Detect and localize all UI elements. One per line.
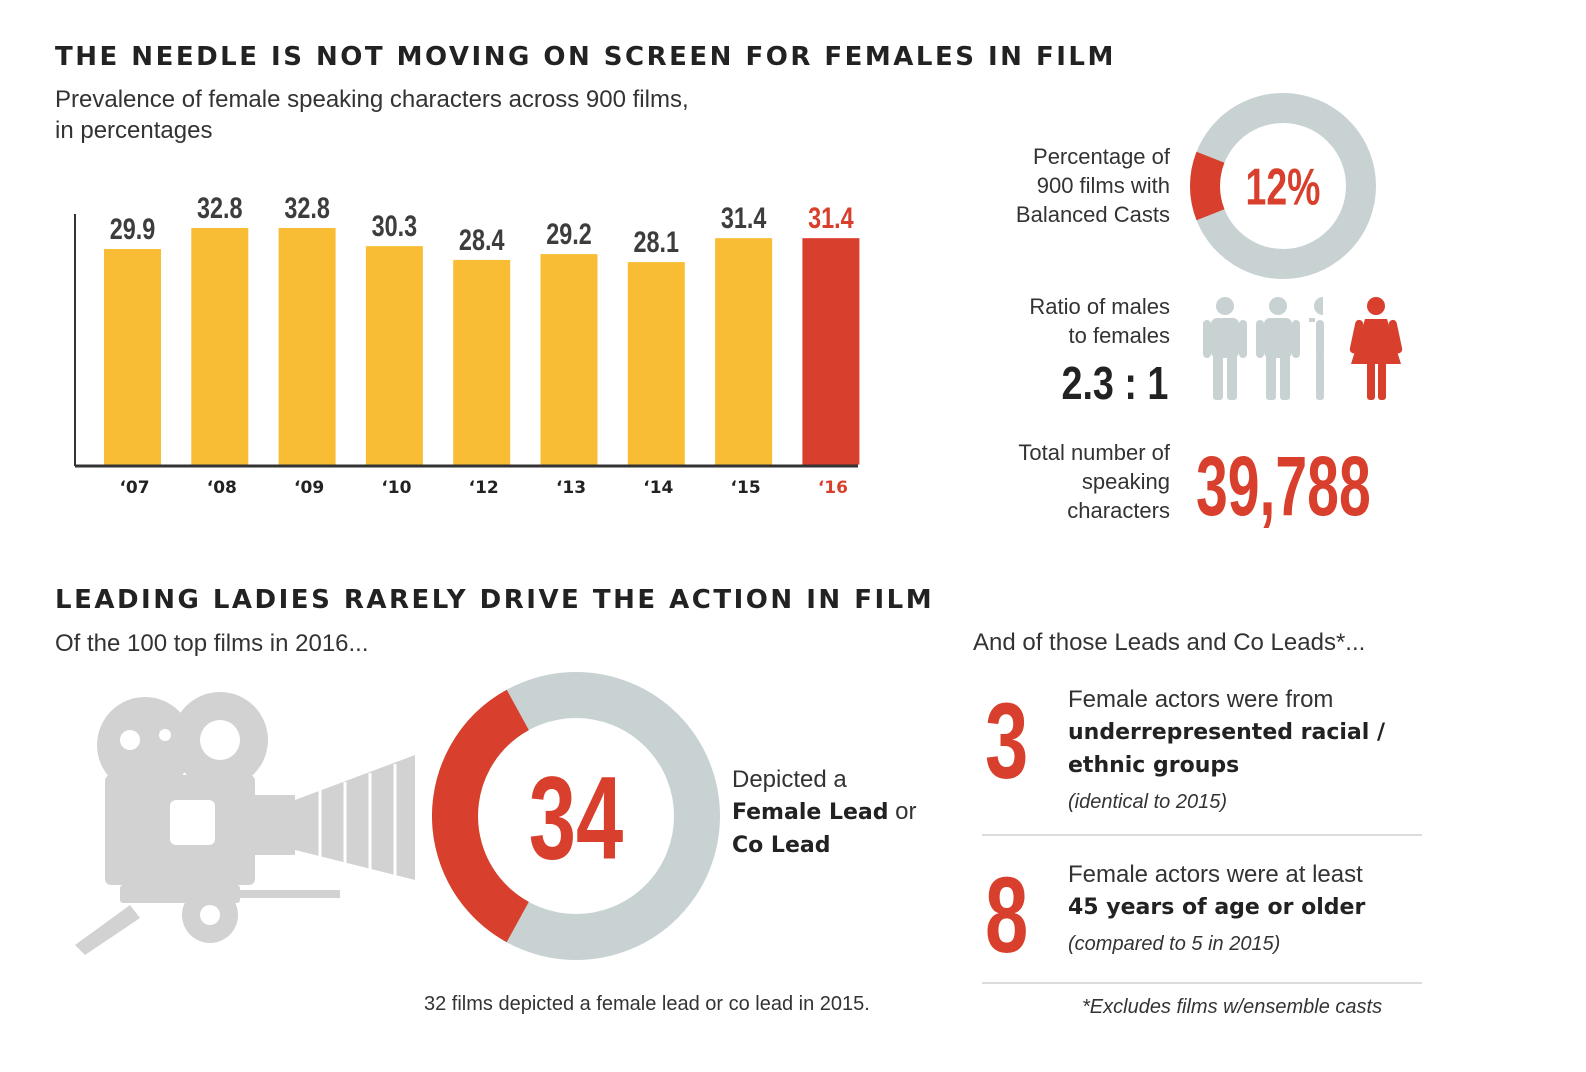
- ratio-label-line1: Ratio of males: [1029, 294, 1170, 319]
- people-icons: [1203, 297, 1403, 400]
- x-tick-label: ‘15: [731, 478, 761, 498]
- bar-value-label: 30.3: [372, 209, 418, 242]
- bar: [191, 228, 249, 465]
- lead-stat-1-note: (identical to 2015): [1068, 791, 1227, 813]
- lead-stat-text-2: Female actors were at least 45 years of …: [1068, 859, 1365, 960]
- female-lead-line2: Female Lead or: [732, 796, 917, 829]
- x-tick-label: ‘10: [381, 478, 411, 498]
- bar-value-label: 28.4: [459, 223, 505, 256]
- lead-stat-2-note: (compared to 5 in 2015): [1068, 933, 1281, 955]
- lead-separator-2: [982, 982, 1422, 984]
- co-lead-bold: Co Lead: [732, 833, 831, 858]
- lead-stat-number-2: 8: [985, 854, 1029, 975]
- bar: [104, 249, 161, 465]
- x-tick-label: ‘13: [556, 478, 586, 498]
- lead-separator-1: [982, 834, 1422, 836]
- bar: [453, 259, 511, 465]
- x-tick-label: ‘16: [818, 478, 848, 498]
- donut-value-label: 12%: [1246, 158, 1321, 217]
- bar-chart: 29.9 ‘07 32.8 ‘08 32.8 ‘09 30.3 ‘10 28.4 ‘12 29.2 ‘…: [74, 191, 860, 498]
- leads-heading: And of those Leads and Co Leads*...: [973, 629, 1366, 656]
- bar-value-label: 29.9: [110, 212, 156, 245]
- female-lead-line1: Depicted a: [732, 766, 847, 793]
- lead-stat-2-line2: 45 years of age or older: [1068, 891, 1365, 924]
- top-subtitle: Prevalence of female speaking characters…: [55, 84, 689, 146]
- lead-stat-1-line1: Female actors were from: [1068, 686, 1334, 713]
- lead-stat-number-2-wrap: 8: [985, 852, 1065, 975]
- balanced-label-line3: Balanced Casts: [1015, 202, 1170, 227]
- female-lead-text: Depicted a Female Lead or Co Lead: [732, 764, 917, 862]
- total-label-line2: speaking: [1081, 469, 1170, 494]
- bar: [627, 262, 685, 465]
- lead-stat-2-bold1: 45 years of age or older: [1068, 895, 1366, 920]
- female-lead-line3: Co Lead: [732, 829, 917, 862]
- x-tick-label: ‘07: [119, 478, 149, 498]
- top-title: THE NEEDLE IS NOT MOVING ON SCREEN FOR F…: [55, 42, 1116, 72]
- x-tick-label: ‘09: [294, 478, 324, 498]
- female-lead-bold: Female Lead: [732, 800, 889, 825]
- balanced-casts-label: Percentage of 900 films with Balanced Ca…: [930, 142, 1170, 229]
- bar-value-label: 29.2: [546, 217, 592, 250]
- total-value: 39,788: [1196, 439, 1371, 533]
- lead-stat-2-line1: Female actors were at least: [1068, 861, 1363, 888]
- bar-value-label: 32.8: [284, 191, 330, 224]
- female-lead-or: or: [895, 798, 917, 825]
- lead-stat-1-line2: underrepresented racial /: [1068, 716, 1385, 749]
- female-figure-icon: [1349, 297, 1403, 400]
- donut-value-label: 34: [529, 752, 623, 884]
- male-figure-icon: [1203, 297, 1247, 400]
- total-label: Total number of speaking characters: [930, 438, 1170, 525]
- ratio-value-wrap: 2.3 : 1: [1000, 356, 1168, 410]
- bar-value-label: 31.4: [808, 201, 854, 234]
- ensemble-footnote: *Excludes films w/ensemble casts: [1082, 996, 1383, 1018]
- bar: [278, 228, 336, 465]
- partial-male-figure-icon: [1309, 297, 1324, 400]
- bottom-subtitle: Of the 100 top films in 2016...: [55, 630, 369, 657]
- total-label-line3: characters: [1067, 498, 1170, 523]
- bar-value-label: 28.1: [634, 225, 680, 258]
- balanced-label-line1: Percentage of: [1033, 144, 1170, 169]
- top-subtitle-line1: Prevalence of female speaking characters…: [55, 86, 689, 113]
- lead-stat-text-1: Female actors were from underrepresented…: [1068, 684, 1385, 818]
- lead-stat-1-bold2: ethnic groups: [1068, 753, 1240, 778]
- bar-value-label: 31.4: [721, 201, 767, 234]
- female-lead-donut: 34: [432, 672, 720, 960]
- bottom-title: LEADING LADIES RARELY DRIVE THE ACTION I…: [55, 585, 935, 615]
- x-tick-label: ‘12: [469, 478, 499, 498]
- balanced-casts-donut: 12%: [1190, 93, 1376, 279]
- lead-stat-number-1-wrap: 3: [985, 678, 1065, 801]
- total-value-wrap: 39,788: [1196, 438, 1456, 533]
- bar: [365, 246, 423, 465]
- x-tick-label: ‘08: [207, 478, 237, 498]
- total-label-line1: Total number of: [1018, 440, 1170, 465]
- film-camera-icon: [75, 692, 415, 955]
- lead-stat-number-1: 3: [985, 680, 1029, 801]
- lead-stat-1-bold1: underrepresented racial /: [1068, 720, 1386, 745]
- lead-stat-1-line3: ethnic groups: [1068, 749, 1385, 782]
- bar: [715, 238, 773, 465]
- bar: [540, 254, 598, 465]
- footnote-2015: 32 films depicted a female lead or co le…: [424, 993, 870, 1015]
- ratio-value: 2.3 : 1: [1061, 357, 1168, 409]
- ratio-label-line2: to females: [1068, 323, 1171, 348]
- top-subtitle-line2: in percentages: [55, 117, 213, 144]
- ratio-label: Ratio of males to females: [930, 292, 1170, 350]
- bar: [802, 238, 860, 465]
- balanced-label-line2: 900 films with: [1036, 173, 1170, 198]
- male-figure-icon: [1256, 297, 1300, 400]
- bar-value-label: 32.8: [197, 191, 243, 224]
- x-tick-label: ‘14: [643, 478, 673, 498]
